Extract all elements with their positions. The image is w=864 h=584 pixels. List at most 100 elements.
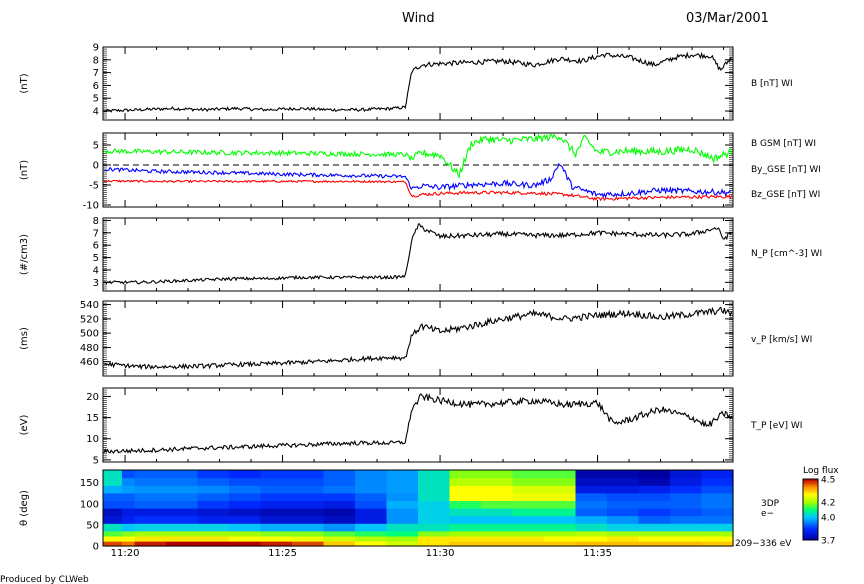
x-tick-label: 11:30 <box>426 548 455 559</box>
heatmap-cell <box>134 535 167 542</box>
heatmap-cell <box>481 515 514 524</box>
heatmap-cell <box>103 508 123 517</box>
heatmap-cell <box>481 477 514 486</box>
heatmap-cell <box>197 515 230 524</box>
heatmap-cell <box>575 508 608 517</box>
heatmap-cell <box>670 470 703 479</box>
heatmap-cell <box>607 515 640 524</box>
heatmap-cell <box>323 540 356 547</box>
heatmap-cell <box>449 515 482 524</box>
heatmap-cell <box>355 540 388 547</box>
heatmap-cell <box>512 530 545 537</box>
series-label: B GSM [nT] WI <box>751 139 816 149</box>
heatmap-cell <box>418 500 451 509</box>
heatmap-cell <box>701 508 734 517</box>
series-label: B [nT] WI <box>751 79 793 89</box>
heatmap-cell <box>121 508 136 517</box>
heatmap-cell <box>197 477 230 486</box>
heatmap-cell <box>607 535 640 542</box>
heatmap-cell <box>323 523 356 532</box>
y-axis-label: (eV) <box>19 415 30 436</box>
heatmap-cell <box>260 535 293 542</box>
heatmap-cell <box>260 492 293 501</box>
heatmap-cell <box>449 523 482 532</box>
heatmap-cell <box>197 523 230 532</box>
heatmap-cell <box>121 540 136 547</box>
heatmap-cell <box>638 535 671 542</box>
heatmap-cell <box>197 540 230 547</box>
heatmap-cell <box>292 530 325 537</box>
y-tick-label: 500 <box>80 329 99 340</box>
heatmap-cell <box>418 477 451 486</box>
heatmap-cell <box>103 530 123 537</box>
series-line <box>103 179 733 202</box>
heatmap-cell <box>701 485 734 494</box>
heatmap-cell <box>670 508 703 517</box>
y-tick-label: 6 <box>93 81 99 92</box>
heatmap-cell <box>512 477 545 486</box>
colorbar-segment <box>803 512 818 515</box>
heatmap-cell <box>701 470 734 479</box>
heatmap-cell <box>134 500 167 509</box>
heatmap-cell <box>670 530 703 537</box>
colorbar-segment <box>803 518 818 521</box>
heatmap-cell <box>449 485 482 494</box>
y-tick-label: 7 <box>93 68 99 79</box>
heatmap-cell <box>166 492 199 501</box>
series-label: v_P [km/s] WI <box>751 335 812 345</box>
y-tick-label: 150 <box>80 478 99 489</box>
colorbar-segment <box>803 482 818 485</box>
heatmap-cell <box>544 523 577 532</box>
heatmap-cell <box>638 500 671 509</box>
y-axis-label: θ (deg) <box>19 490 30 526</box>
heatmap-cell <box>607 540 640 547</box>
heatmap-cell <box>134 492 167 501</box>
heatmap-cell <box>134 485 167 494</box>
heatmap-cell <box>355 492 388 501</box>
heatmap-cell <box>670 535 703 542</box>
heatmap-cell <box>260 470 293 479</box>
series-label: N_P [cm^-3] WI <box>751 249 822 259</box>
colorbar-segment <box>803 497 818 500</box>
date-title: 03/Mar/2001 <box>686 11 769 26</box>
heatmap-cell <box>121 523 136 532</box>
heatmap-cell <box>670 492 703 501</box>
heatmap-cell <box>449 530 482 537</box>
heatmap-cell <box>418 515 451 524</box>
y-tick-label: -10 <box>83 201 99 212</box>
heatmap-cell <box>103 515 123 524</box>
heatmap-cell <box>575 500 608 509</box>
heatmap-cell <box>575 523 608 532</box>
y-tick-label: 10 <box>86 434 99 445</box>
colorbar-segment <box>803 529 818 532</box>
heatmap-cell <box>701 540 734 547</box>
heatmap-cell <box>229 500 262 509</box>
heatmap-cell <box>121 530 136 537</box>
heatmap-cell <box>544 470 577 479</box>
heatmap-cell <box>418 523 451 532</box>
y-tick-label: 6 <box>93 241 99 252</box>
colorbar-segment <box>803 491 818 494</box>
y-axis-label: (#/cm3) <box>19 234 30 275</box>
heatmap-cell <box>512 515 545 524</box>
y-tick-label: 5 <box>93 455 99 466</box>
heatmap-cell <box>607 530 640 537</box>
heatmap-cell <box>481 492 514 501</box>
heatmap-cell <box>260 530 293 537</box>
heatmap-cell <box>134 540 167 547</box>
heatmap-cell <box>544 540 577 547</box>
heatmap-cell <box>449 492 482 501</box>
y-tick-label: 7 <box>93 228 99 239</box>
heatmap-cell <box>481 530 514 537</box>
colorbar-segment <box>803 500 818 503</box>
colorbar-segment <box>803 483 818 486</box>
heatmap-cell <box>386 515 419 524</box>
colorbar-tick-label: 4.5 <box>821 476 835 486</box>
heatmap-cell <box>418 535 451 542</box>
heatmap-cell <box>292 508 325 517</box>
panel-frame <box>102 469 734 547</box>
heatmap-cell <box>701 535 734 542</box>
heatmap-cell <box>670 515 703 524</box>
colorbar-segment <box>803 521 818 524</box>
colorbar-segment <box>803 501 818 504</box>
